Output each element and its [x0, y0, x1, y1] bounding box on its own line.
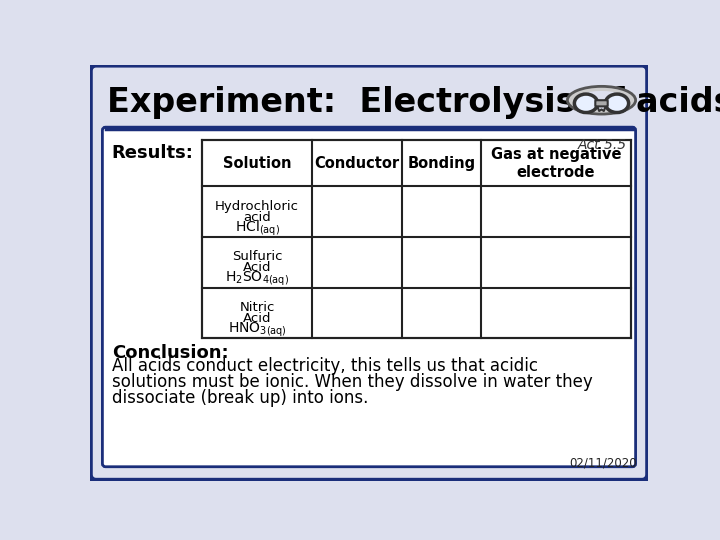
Text: Conclusion:: Conclusion:: [112, 343, 228, 362]
FancyBboxPatch shape: [106, 79, 632, 126]
Text: HNO$_{\mathregular{3(aq)}}$: HNO$_{\mathregular{3(aq)}}$: [228, 321, 287, 339]
Text: H$_{\mathregular{2}}$SO$_{\mathregular{4(aq)}}$: H$_{\mathregular{2}}$SO$_{\mathregular{4…: [225, 270, 289, 288]
Text: 02/11/2020: 02/11/2020: [570, 457, 637, 470]
Text: Experiment:  Electrolysis of acids: Experiment: Electrolysis of acids: [107, 86, 720, 119]
Text: Conductor: Conductor: [314, 156, 399, 171]
Text: acid: acid: [243, 211, 271, 224]
Text: Acid: Acid: [243, 261, 271, 274]
Text: All acids conduct electricity, this tells us that acidic: All acids conduct electricity, this tell…: [112, 356, 538, 375]
FancyBboxPatch shape: [202, 140, 631, 338]
Ellipse shape: [574, 91, 629, 110]
Text: Results:: Results:: [112, 144, 194, 162]
Ellipse shape: [575, 94, 598, 112]
Text: HCl$_{\mathregular{(aq)}}$: HCl$_{\mathregular{(aq)}}$: [235, 219, 279, 238]
Ellipse shape: [567, 86, 636, 114]
Text: Act 5.5: Act 5.5: [578, 138, 627, 152]
FancyBboxPatch shape: [102, 127, 636, 467]
Text: solutions must be ionic. When they dissolve in water they: solutions must be ionic. When they disso…: [112, 373, 593, 391]
Ellipse shape: [606, 94, 629, 112]
FancyBboxPatch shape: [90, 65, 648, 481]
Text: dissociate (break up) into ions.: dissociate (break up) into ions.: [112, 389, 368, 407]
FancyBboxPatch shape: [595, 100, 608, 106]
Text: Sulfuric: Sulfuric: [232, 251, 282, 264]
Text: Hydrochloric: Hydrochloric: [215, 200, 299, 213]
Text: Acid: Acid: [243, 312, 271, 325]
Text: Bonding: Bonding: [408, 156, 475, 171]
Text: Nitric: Nitric: [239, 301, 275, 314]
Text: Solution: Solution: [222, 156, 292, 171]
Text: Gas at negative
electrode: Gas at negative electrode: [491, 147, 621, 180]
